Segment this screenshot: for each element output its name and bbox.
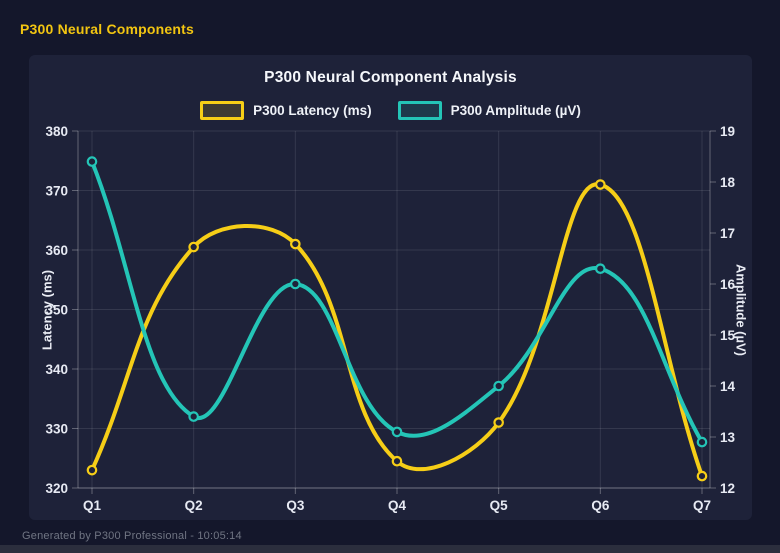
- svg-text:13: 13: [720, 430, 736, 445]
- svg-text:370: 370: [45, 184, 68, 199]
- svg-text:330: 330: [45, 422, 68, 437]
- svg-text:350: 350: [45, 303, 68, 318]
- svg-text:14: 14: [720, 379, 736, 394]
- legend-label-latency: P300 Latency (ms): [253, 103, 372, 118]
- svg-text:320: 320: [45, 481, 68, 496]
- svg-text:19: 19: [720, 124, 735, 139]
- bottom-bar: [0, 545, 780, 553]
- chart-card: P300 Neural Component Analysis P300 Late…: [29, 55, 752, 520]
- svg-text:Q6: Q6: [591, 498, 610, 513]
- svg-text:380: 380: [45, 124, 68, 139]
- amplitude-swatch-icon: [397, 101, 442, 120]
- svg-text:16: 16: [720, 277, 736, 292]
- page-title: P300 Neural Components: [20, 21, 194, 37]
- svg-text:Q4: Q4: [388, 498, 407, 513]
- svg-text:360: 360: [45, 243, 68, 258]
- svg-text:Q1: Q1: [83, 498, 102, 513]
- svg-text:Q5: Q5: [490, 498, 509, 513]
- svg-text:17: 17: [720, 226, 735, 241]
- legend-item-latency[interactable]: P300 Latency (ms): [200, 101, 372, 120]
- svg-text:Q3: Q3: [286, 498, 305, 513]
- svg-text:18: 18: [720, 175, 736, 190]
- svg-text:12: 12: [720, 481, 735, 496]
- chart-title: P300 Neural Component Analysis: [264, 69, 517, 86]
- svg-text:Q2: Q2: [185, 498, 203, 513]
- status-bar-text: Generated by P300 Professional - 10:05:1…: [22, 530, 242, 542]
- legend-item-amplitude[interactable]: P300 Amplitude (µV): [397, 101, 581, 120]
- latency-swatch-icon: [200, 101, 245, 120]
- svg-text:340: 340: [45, 362, 68, 377]
- svg-text:Q7: Q7: [693, 498, 711, 513]
- legend-label-amplitude: P300 Amplitude (µV): [450, 103, 581, 118]
- svg-text:15: 15: [720, 328, 736, 343]
- chart-legend: P300 Latency (ms) P300 Amplitude (µV): [29, 101, 752, 120]
